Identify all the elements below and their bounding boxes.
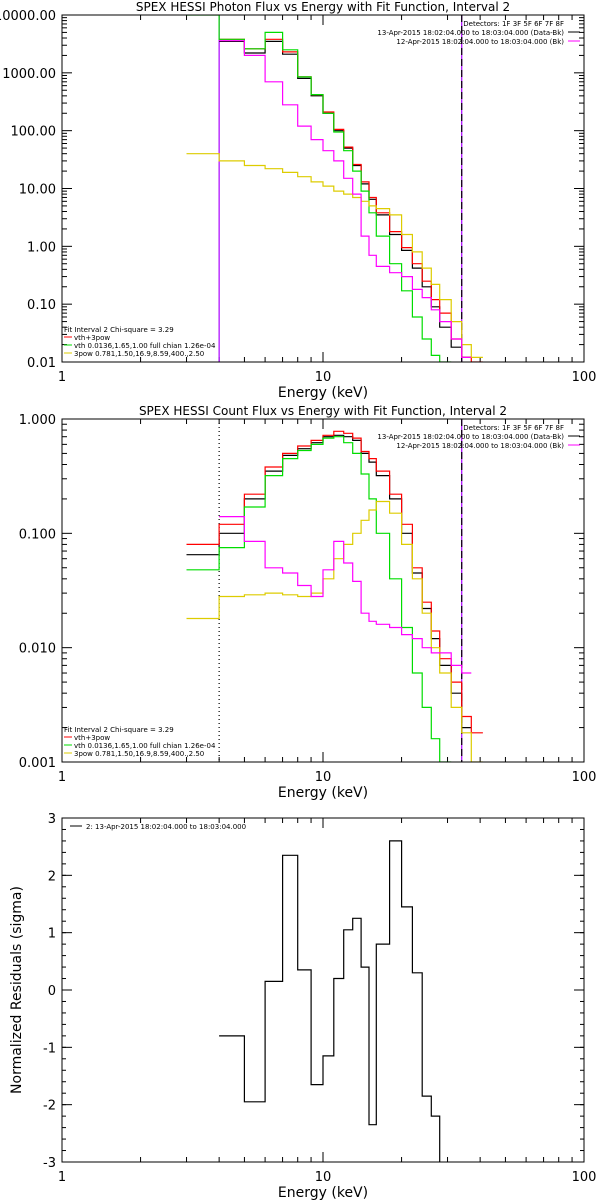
- legend-entry: vth 0.0136,1.65,1.00 full chian 1.26e-04: [74, 742, 216, 750]
- y-tick-label: 0.010: [19, 642, 56, 657]
- data-layer: [186, 15, 483, 362]
- y-tick-label: 2: [48, 869, 56, 884]
- y-tick-label: 10000.00: [0, 9, 56, 24]
- y-tick-label: 1.000: [19, 413, 56, 428]
- tick-marks: [62, 817, 584, 1163]
- legend-entry: vth 0.0136,1.65,1.00 full chian 1.26e-04: [74, 342, 216, 350]
- legend-entry: 13-Apr-2015 18:02:04.000 to 18:03:04.000…: [377, 29, 564, 37]
- y-tick-label: 0: [48, 984, 56, 999]
- y-tick-label: 1000.00: [2, 67, 56, 82]
- y-tick-label: 100.00: [11, 125, 57, 140]
- legend-entry: 12-Apr-2015 18:02:04.000 to 18:03:04.000…: [396, 38, 564, 46]
- series-data-line: [219, 840, 441, 1162]
- x-tick-label: 100: [572, 370, 597, 385]
- x-tick-label: 100: [572, 770, 597, 785]
- series-data-line: [219, 40, 472, 358]
- series-3pow-line: [186, 153, 483, 358]
- tick-marks: [62, 15, 584, 362]
- x-tick-label: 10: [315, 370, 332, 385]
- legend-entry: 12-Apr-2015 18:02:04.000 to 18:03:04.000…: [396, 442, 564, 450]
- y-tick-label: 0.001: [19, 756, 56, 771]
- legend-entry: 2: 13-Apr-2015 18:02:04.000 to 18:03:04.…: [86, 823, 246, 831]
- series-vth-line: [186, 436, 452, 762]
- plot-frame: [61, 817, 585, 1163]
- x-tick-label: 1: [58, 1170, 66, 1185]
- y-axis-label: Normalized Residuals (sigma): [9, 886, 25, 1094]
- legend-entry: Fit Interval 2 Chi-square = 3.29: [64, 726, 174, 734]
- data-layer: [219, 840, 441, 1162]
- plot-frame: [61, 418, 585, 763]
- legend-entry: 13-Apr-2015 18:02:04.000 to 18:03:04.000…: [377, 433, 564, 441]
- y-tick-label: -1: [43, 1041, 56, 1056]
- series-bk-line: [219, 516, 472, 674]
- x-tick-label: 10: [315, 770, 332, 785]
- y-tick-label: -2: [43, 1099, 56, 1114]
- x-axis-label: Energy (keV): [278, 1185, 368, 1200]
- series-3pow-line: [186, 500, 483, 762]
- x-tick-label: 1: [58, 770, 66, 785]
- series-vth-line: [186, 15, 452, 362]
- x-axis-label: Energy (keV): [278, 385, 368, 401]
- y-tick-label: 1.00: [27, 240, 56, 255]
- y-tick-label: 10.00: [19, 183, 56, 198]
- tick-marks: [62, 419, 584, 762]
- chart-title: SPEX HESSI Photon Flux vs Energy with Fi…: [136, 0, 510, 14]
- legend-entry: 3pow 0.781,1.50,16.9,8.59,400.,2.50: [74, 750, 204, 758]
- photon-flux-panel: SPEX HESSI Photon Flux vs Energy with Fi…: [0, 0, 596, 401]
- y-tick-label: 0.100: [19, 527, 56, 542]
- x-tick-label: 1: [58, 370, 66, 385]
- y-tick-label: 1: [48, 927, 56, 942]
- count-flux-panel: SPEX HESSI Count Flux vs Energy with Fit…: [19, 404, 597, 801]
- legend-entry: vth+3pow: [74, 334, 110, 342]
- legend-entry: Detectors: 1F 3F 5F 6F 7F 8F: [463, 424, 564, 432]
- x-tick-label: 100: [572, 1170, 597, 1185]
- legend-entry: Fit Interval 2 Chi-square = 3.29: [64, 326, 174, 334]
- series-bk-line: [219, 40, 472, 358]
- data-layer: [186, 419, 483, 762]
- y-tick-label: 0.10: [27, 298, 56, 313]
- y-tick-label: 3: [48, 812, 56, 827]
- y-tick-label: -3: [43, 1156, 56, 1171]
- legend-entry: vth+3pow: [74, 734, 110, 742]
- legend-entry: 3pow 0.781,1.50,16.9,8.59,400.,2.50: [74, 350, 204, 358]
- plot-frame: [61, 14, 585, 363]
- y-tick-label: 0.01: [27, 356, 56, 371]
- x-axis-label: Energy (keV): [278, 785, 368, 801]
- legend-entry: Detectors: 1F 3F 5F 6F 7F 8F: [463, 20, 564, 28]
- chart-title: SPEX HESSI Count Flux vs Energy with Fit…: [139, 404, 507, 418]
- x-tick-label: 10: [315, 1170, 332, 1185]
